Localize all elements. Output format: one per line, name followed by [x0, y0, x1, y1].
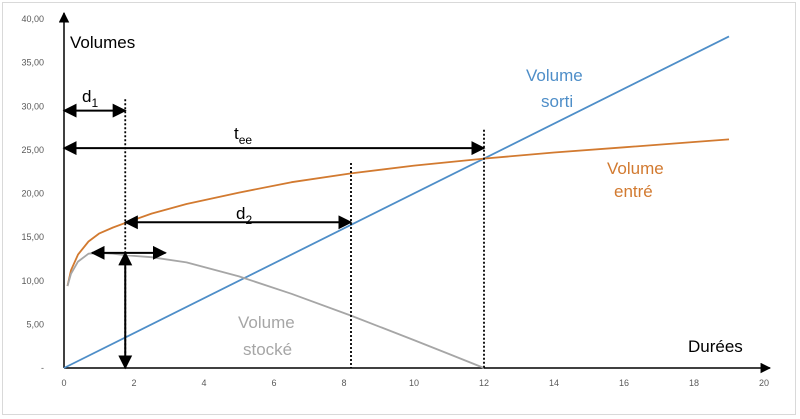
y-tick-label: 20,00: [21, 189, 44, 199]
label-d1: d1: [82, 87, 98, 110]
axes: [58, 11, 772, 374]
x-tick-label: 16: [619, 378, 629, 388]
x-tick-label: 18: [689, 378, 699, 388]
series-label-entre-1: Volume: [607, 159, 664, 178]
x-tick-label: 0: [61, 378, 66, 388]
x-axis-title: Durées: [688, 337, 743, 356]
series-label-stocke-2: stocké: [243, 340, 292, 359]
y-tick-label: 25,00: [21, 145, 44, 155]
x-tick-label: 4: [201, 378, 206, 388]
x-tick-label: 6: [271, 378, 276, 388]
series-label-sorti-1: Volume: [526, 66, 583, 85]
series-label-stocke-1: Volume: [238, 313, 295, 332]
y-tick-label: 15,00: [21, 232, 44, 242]
x-tick-label: 12: [479, 378, 489, 388]
x-tick-label: 10: [409, 378, 419, 388]
y-tick-label: 30,00: [21, 101, 44, 111]
series: [63, 35, 730, 369]
series-line-entre: [66, 138, 730, 287]
y-tick-label: 10,00: [21, 276, 44, 286]
chart-frame: [2, 2, 796, 415]
annotations: [62, 99, 486, 370]
x-tick-label: 20: [759, 378, 769, 388]
label-tee: tee: [234, 124, 252, 147]
y-tick-label: -: [41, 363, 44, 373]
x-tick-label: 8: [341, 378, 346, 388]
series-label-sorti-2: sorti: [541, 92, 573, 111]
label-d2: d2: [236, 204, 252, 227]
tick-labels: 0 2 4 6 8 10 12 14 16 18 20 - 5,00 10,00 15,00 20,00 25,…: [21, 14, 769, 388]
y-tick-label: 35,00: [21, 58, 44, 68]
series-label-entre-2: entré: [614, 182, 653, 201]
x-tick-label: 2: [131, 378, 136, 388]
series-line-sorti: [63, 35, 730, 369]
y-tick-label: 40,00: [21, 14, 44, 24]
x-tick-label: 14: [549, 378, 559, 388]
y-tick-label: 5,00: [26, 319, 44, 329]
y-axis-title: Volumes: [70, 33, 135, 52]
